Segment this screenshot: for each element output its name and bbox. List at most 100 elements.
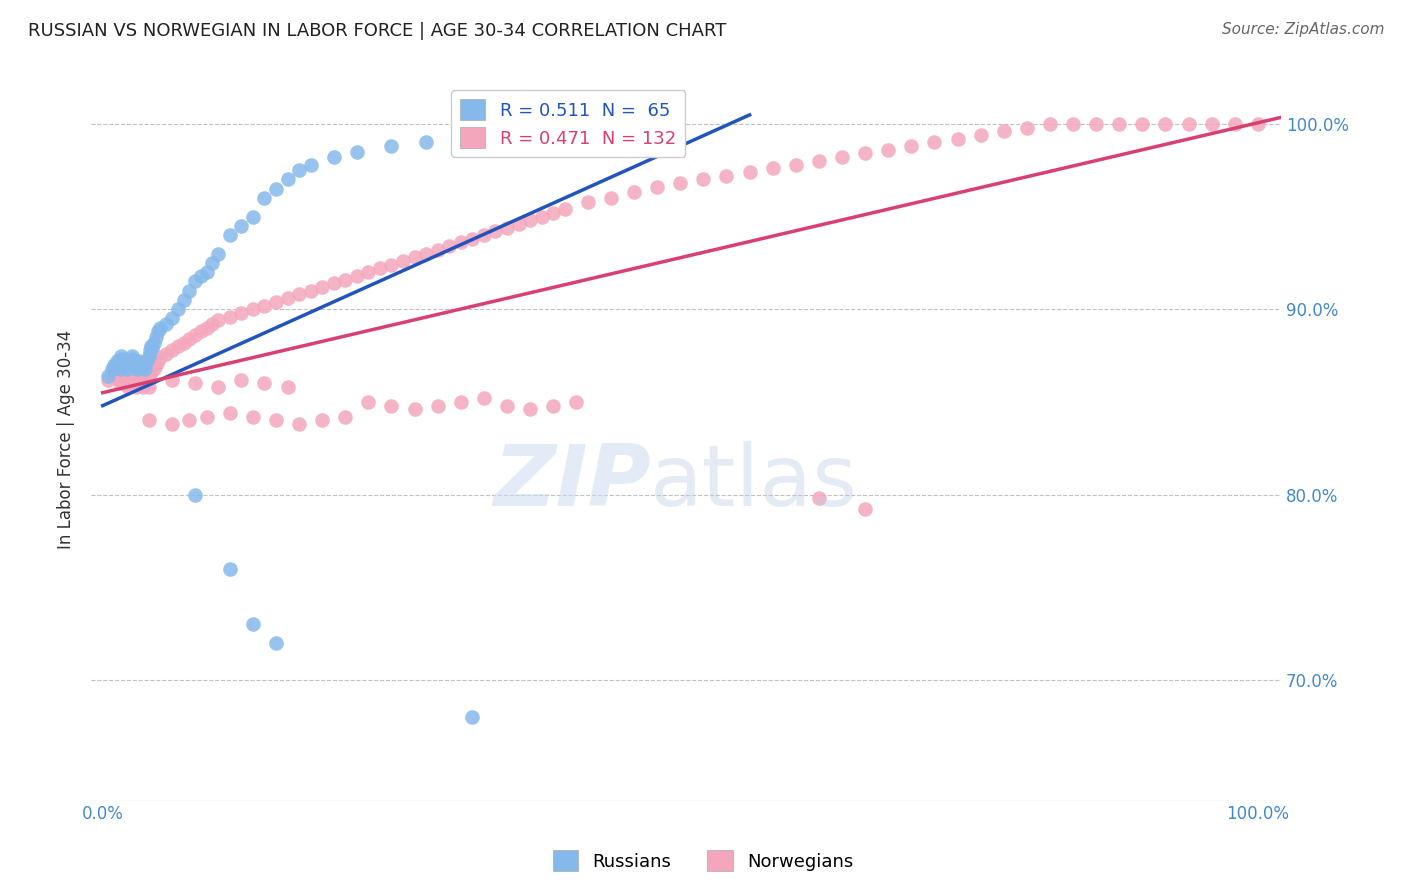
Point xyxy=(299,158,322,172)
Point xyxy=(142,361,165,376)
Point xyxy=(101,367,124,381)
Point xyxy=(404,250,426,264)
Point xyxy=(785,158,807,172)
Point xyxy=(160,311,183,326)
Point xyxy=(142,335,165,350)
Point xyxy=(122,373,145,387)
Point xyxy=(600,191,623,205)
Point xyxy=(155,347,177,361)
Point xyxy=(201,256,224,270)
Point xyxy=(103,363,125,377)
Point xyxy=(692,172,714,186)
Point xyxy=(110,349,132,363)
Point xyxy=(1108,117,1130,131)
Point xyxy=(131,356,153,370)
Point xyxy=(138,369,160,384)
Point xyxy=(184,488,207,502)
Point xyxy=(335,272,357,286)
Point xyxy=(346,145,368,159)
Point xyxy=(484,224,506,238)
Point xyxy=(114,376,136,391)
Point xyxy=(201,317,224,331)
Legend: R = 0.511  N =  65, R = 0.471  N = 132: R = 0.511 N = 65, R = 0.471 N = 132 xyxy=(451,90,685,157)
Point xyxy=(114,373,136,387)
Point xyxy=(184,328,207,343)
Point xyxy=(128,358,150,372)
Point xyxy=(242,617,264,632)
Point xyxy=(160,343,183,357)
Point xyxy=(145,358,167,372)
Point xyxy=(530,210,553,224)
Point xyxy=(195,409,218,424)
Point xyxy=(738,165,761,179)
Point xyxy=(138,349,160,363)
Point xyxy=(179,413,201,427)
Text: ZIP: ZIP xyxy=(492,441,651,524)
Point xyxy=(129,359,152,374)
Point xyxy=(426,243,449,257)
Point xyxy=(716,169,738,183)
Point xyxy=(1177,117,1199,131)
Point xyxy=(541,399,564,413)
Point xyxy=(141,341,163,355)
Point xyxy=(155,317,177,331)
Point xyxy=(357,265,380,279)
Point xyxy=(207,246,229,260)
Point xyxy=(1062,117,1084,131)
Point xyxy=(877,143,900,157)
Point xyxy=(122,358,145,372)
Point xyxy=(322,277,344,291)
Point xyxy=(128,369,150,384)
Point xyxy=(125,380,148,394)
Point xyxy=(112,358,135,372)
Point xyxy=(107,358,129,372)
Point xyxy=(107,371,129,385)
Point xyxy=(231,373,253,387)
Point xyxy=(450,235,472,250)
Point xyxy=(242,302,264,317)
Point xyxy=(1247,117,1270,131)
Point xyxy=(127,376,149,391)
Point xyxy=(138,380,160,394)
Point xyxy=(105,354,128,368)
Point xyxy=(124,356,146,370)
Point xyxy=(472,391,495,405)
Point xyxy=(380,258,402,272)
Legend: Russians, Norwegians: Russians, Norwegians xyxy=(546,843,860,879)
Point xyxy=(508,126,530,140)
Point xyxy=(368,261,391,276)
Point xyxy=(138,413,160,427)
Point xyxy=(179,284,201,298)
Point xyxy=(190,325,212,339)
Point xyxy=(132,380,155,394)
Point xyxy=(207,380,229,394)
Point xyxy=(117,380,139,394)
Point xyxy=(426,399,449,413)
Point xyxy=(184,274,207,288)
Point xyxy=(121,373,143,387)
Point xyxy=(415,136,437,150)
Point xyxy=(472,228,495,243)
Point xyxy=(110,373,132,387)
Point xyxy=(853,146,876,161)
Point xyxy=(1085,117,1108,131)
Point xyxy=(645,179,668,194)
Point xyxy=(97,369,120,384)
Point xyxy=(132,358,155,372)
Point xyxy=(108,361,131,376)
Point xyxy=(166,339,188,353)
Point xyxy=(134,376,156,391)
Point xyxy=(264,413,287,427)
Point xyxy=(128,373,150,387)
Point xyxy=(121,352,143,367)
Point xyxy=(519,213,541,227)
Point xyxy=(541,206,564,220)
Point xyxy=(496,220,519,235)
Point xyxy=(831,150,853,164)
Point xyxy=(1039,117,1062,131)
Point xyxy=(173,293,195,307)
Point xyxy=(145,330,167,344)
Point xyxy=(112,373,135,387)
Point xyxy=(264,636,287,650)
Point xyxy=(322,150,344,164)
